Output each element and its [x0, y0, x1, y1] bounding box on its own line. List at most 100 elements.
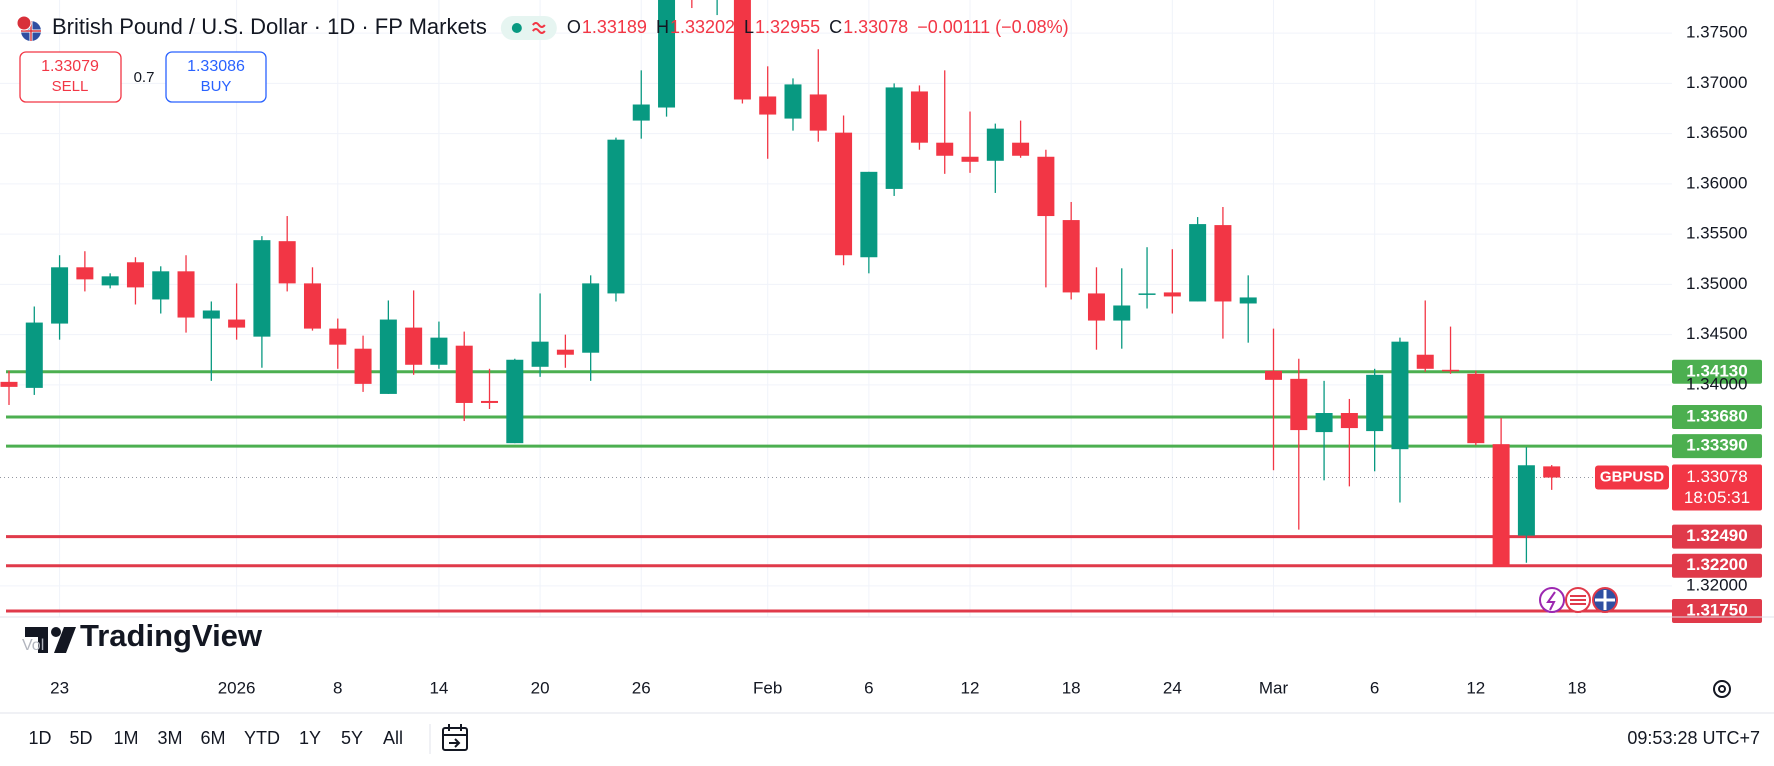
- ohlc-key: H: [656, 17, 669, 37]
- ohlc-value: 1.33078: [843, 17, 908, 37]
- x-tick-label: 12: [1466, 678, 1485, 697]
- change-value: −0.00111 (−0.08%): [917, 17, 1068, 37]
- event-icons: [1539, 587, 1618, 613]
- range-button[interactable]: 3M: [157, 728, 182, 748]
- candle-body: [405, 327, 423, 365]
- candle-body: [809, 94, 827, 131]
- symbol-badge: [1595, 465, 1669, 490]
- candle-body: [1340, 413, 1358, 429]
- y-tick-label: 1.36500: [1686, 123, 1747, 142]
- ohlc-value: 1.33202: [670, 17, 735, 37]
- candle-body: [506, 359, 524, 444]
- status-icon: [532, 22, 546, 34]
- candle-body: [1113, 305, 1131, 321]
- level-label-box: [1672, 434, 1762, 459]
- x-tick-label: 18: [1062, 678, 1081, 697]
- level-label-box: [1672, 405, 1762, 430]
- level-label: 1.31750: [1686, 600, 1747, 619]
- volume-label: Vol: [22, 637, 44, 654]
- candle-body: [329, 328, 347, 345]
- ohlc-value: 1.32955: [755, 17, 820, 37]
- range-button[interactable]: YTD: [244, 728, 280, 748]
- candle-body: [632, 104, 650, 121]
- x-tick-label: Feb: [753, 678, 782, 697]
- candle-body: [1239, 297, 1257, 304]
- candle-body: [531, 341, 549, 367]
- spread: 0.7: [134, 69, 155, 86]
- candle-body: [885, 87, 903, 189]
- candle-body: [1265, 370, 1282, 380]
- x-tick-label: 26: [632, 678, 651, 697]
- candle-body: [607, 139, 625, 294]
- level-label-box: [1672, 359, 1762, 384]
- candle-body: [582, 283, 600, 353]
- candle-body: [152, 271, 170, 300]
- sell-price: 1.33079: [41, 58, 99, 75]
- candle-body: [51, 267, 69, 324]
- range-button[interactable]: 1M: [113, 728, 138, 748]
- candle-body: [379, 319, 397, 394]
- candle-body: [303, 283, 321, 329]
- candle-body: [1290, 378, 1308, 431]
- range-button[interactable]: 5Y: [341, 728, 363, 748]
- last-price-box: [1672, 464, 1762, 511]
- x-tick-label: 6: [1370, 678, 1379, 697]
- y-tick-label: 1.35000: [1686, 274, 1747, 293]
- candle-body: [860, 171, 878, 258]
- candle-body: [733, 0, 751, 100]
- last-price-label: 1.33078: [1686, 467, 1747, 486]
- candle-body: [1517, 465, 1535, 536]
- range-button[interactable]: 5D: [69, 728, 92, 748]
- levels: 1.34130 1.33680 1.33390 1.32490 1.32200 1.317…: [0, 359, 1762, 623]
- y-tick-label: 1.37500: [1686, 23, 1747, 42]
- range-button[interactable]: 1D: [28, 728, 51, 748]
- level-label: 1.32200: [1686, 555, 1747, 574]
- y-tick-label: 1.34500: [1686, 324, 1747, 343]
- ohlc-value: 1.33189: [582, 17, 647, 37]
- logo-mark: [25, 627, 76, 653]
- candle-body: [961, 156, 979, 162]
- candle-body: [1366, 374, 1384, 432]
- candle-body: [1012, 142, 1030, 156]
- buy-button[interactable]: [165, 51, 267, 103]
- candle-body: [481, 400, 499, 403]
- x-tick-label: 2026: [218, 678, 256, 697]
- candle-body: [101, 276, 119, 286]
- candle-body: [202, 310, 220, 319]
- x-tick-label: 20: [531, 678, 550, 697]
- ohlc-key: C: [829, 17, 842, 37]
- sell-button[interactable]: [19, 51, 122, 103]
- candle-body: [278, 241, 296, 284]
- goto-date-icon[interactable]: [442, 724, 468, 751]
- candle-body: [1189, 224, 1207, 302]
- candle-body: [177, 271, 195, 318]
- settings-icon[interactable]: [1713, 680, 1731, 698]
- buy-price: 1.33086: [187, 58, 245, 75]
- range-button[interactable]: 6M: [200, 728, 225, 748]
- candle-body: [759, 96, 777, 115]
- x-tick-label: 6: [864, 678, 873, 697]
- range-button[interactable]: 1Y: [299, 728, 321, 748]
- candle-body: [910, 91, 928, 143]
- candle-body: [1543, 466, 1561, 478]
- x-tick-label: 24: [1163, 678, 1182, 697]
- y-tick-label: 1.32000: [1686, 575, 1747, 594]
- candle-body: [1416, 354, 1434, 369]
- watermark: TradingView: [80, 618, 263, 653]
- level-label-box: [1672, 524, 1762, 549]
- buy-label: BUY: [201, 78, 232, 95]
- candle-body: [936, 142, 954, 156]
- chart-title: British Pound / U.S. Dollar · 1D · FP Ma…: [52, 14, 487, 39]
- range-button[interactable]: All: [383, 728, 403, 748]
- ohlc-key: O: [567, 17, 581, 37]
- candle-body: [1391, 341, 1409, 450]
- candle-body: [658, 0, 676, 108]
- level-label: 1.33390: [1686, 436, 1747, 455]
- x-tick-label: 14: [429, 678, 448, 697]
- symbol-flag: [16, 15, 41, 41]
- level-label: 1.32490: [1686, 526, 1747, 545]
- candle-body: [1492, 444, 1510, 567]
- sell-label: SELL: [52, 78, 89, 95]
- y-tick-label: 1.36000: [1686, 173, 1747, 192]
